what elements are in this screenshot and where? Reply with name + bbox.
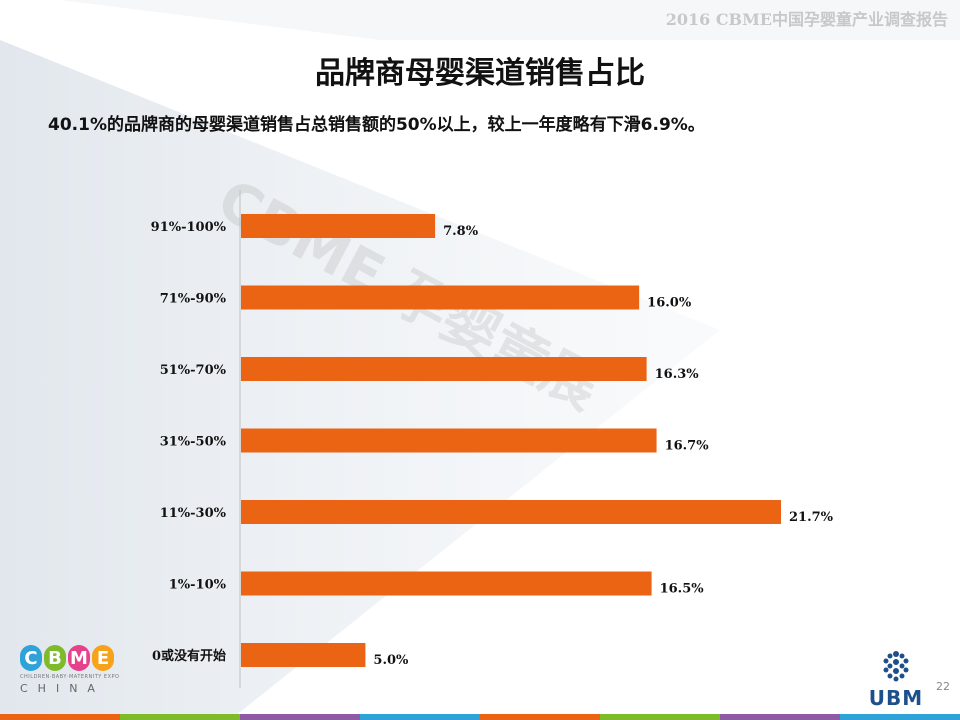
bar-6	[241, 643, 366, 667]
logo-letter: B	[44, 645, 66, 671]
logo-letter: E	[92, 645, 114, 671]
color-segment	[720, 714, 840, 720]
category-label: 1%-10%	[169, 578, 227, 593]
logo-letter: M	[68, 645, 90, 671]
color-segment	[0, 714, 120, 720]
bar-4	[241, 500, 781, 524]
value-label: 5.0%	[373, 653, 409, 668]
value-label: 7.8%	[443, 224, 479, 239]
category-label: 71%-90%	[160, 292, 227, 307]
bar-0	[241, 214, 436, 238]
report-header: 2016 CBME中国孕婴童产业调查报告	[665, 10, 948, 29]
color-segment	[600, 714, 720, 720]
page-number: 22	[936, 680, 950, 693]
bar-3	[241, 428, 657, 453]
value-label: 16.3%	[655, 367, 700, 382]
color-segment	[360, 714, 480, 720]
bar-1	[241, 285, 640, 310]
color-segment	[480, 714, 600, 720]
ubm-dots-icon	[883, 651, 909, 682]
color-segment	[120, 714, 240, 720]
category-label: 91%-100%	[151, 220, 227, 235]
category-label: 0或没有开始	[152, 648, 226, 664]
logo-tagline: CHILDREN·BABY·MATERNITY EXPO	[20, 674, 120, 680]
category-label: 51%-70%	[160, 363, 227, 378]
logo-letter: C	[20, 645, 42, 671]
value-label: 16.0%	[647, 296, 692, 311]
slide-title: 品牌商母婴渠道销售占比	[315, 56, 645, 91]
logo-china: CHINA	[20, 682, 105, 695]
slide-subtitle: 40.1%的品牌商的母婴渠道销售占总销售额的50%以上，较上一年度略有下滑6.9…	[48, 115, 705, 135]
bottom-color-bar	[0, 714, 960, 720]
bar-2	[241, 357, 647, 381]
value-label: 16.7%	[665, 439, 710, 454]
bar-5	[241, 571, 652, 596]
value-label: 16.5%	[660, 582, 705, 597]
color-segment	[840, 714, 960, 720]
value-label: 21.7%	[789, 510, 834, 525]
ubm-text: UBM	[868, 686, 924, 710]
ubm-logo: UBM	[866, 648, 926, 710]
category-label: 31%-50%	[160, 435, 227, 450]
color-segment	[240, 714, 360, 720]
category-label: 11%-30%	[160, 506, 227, 521]
